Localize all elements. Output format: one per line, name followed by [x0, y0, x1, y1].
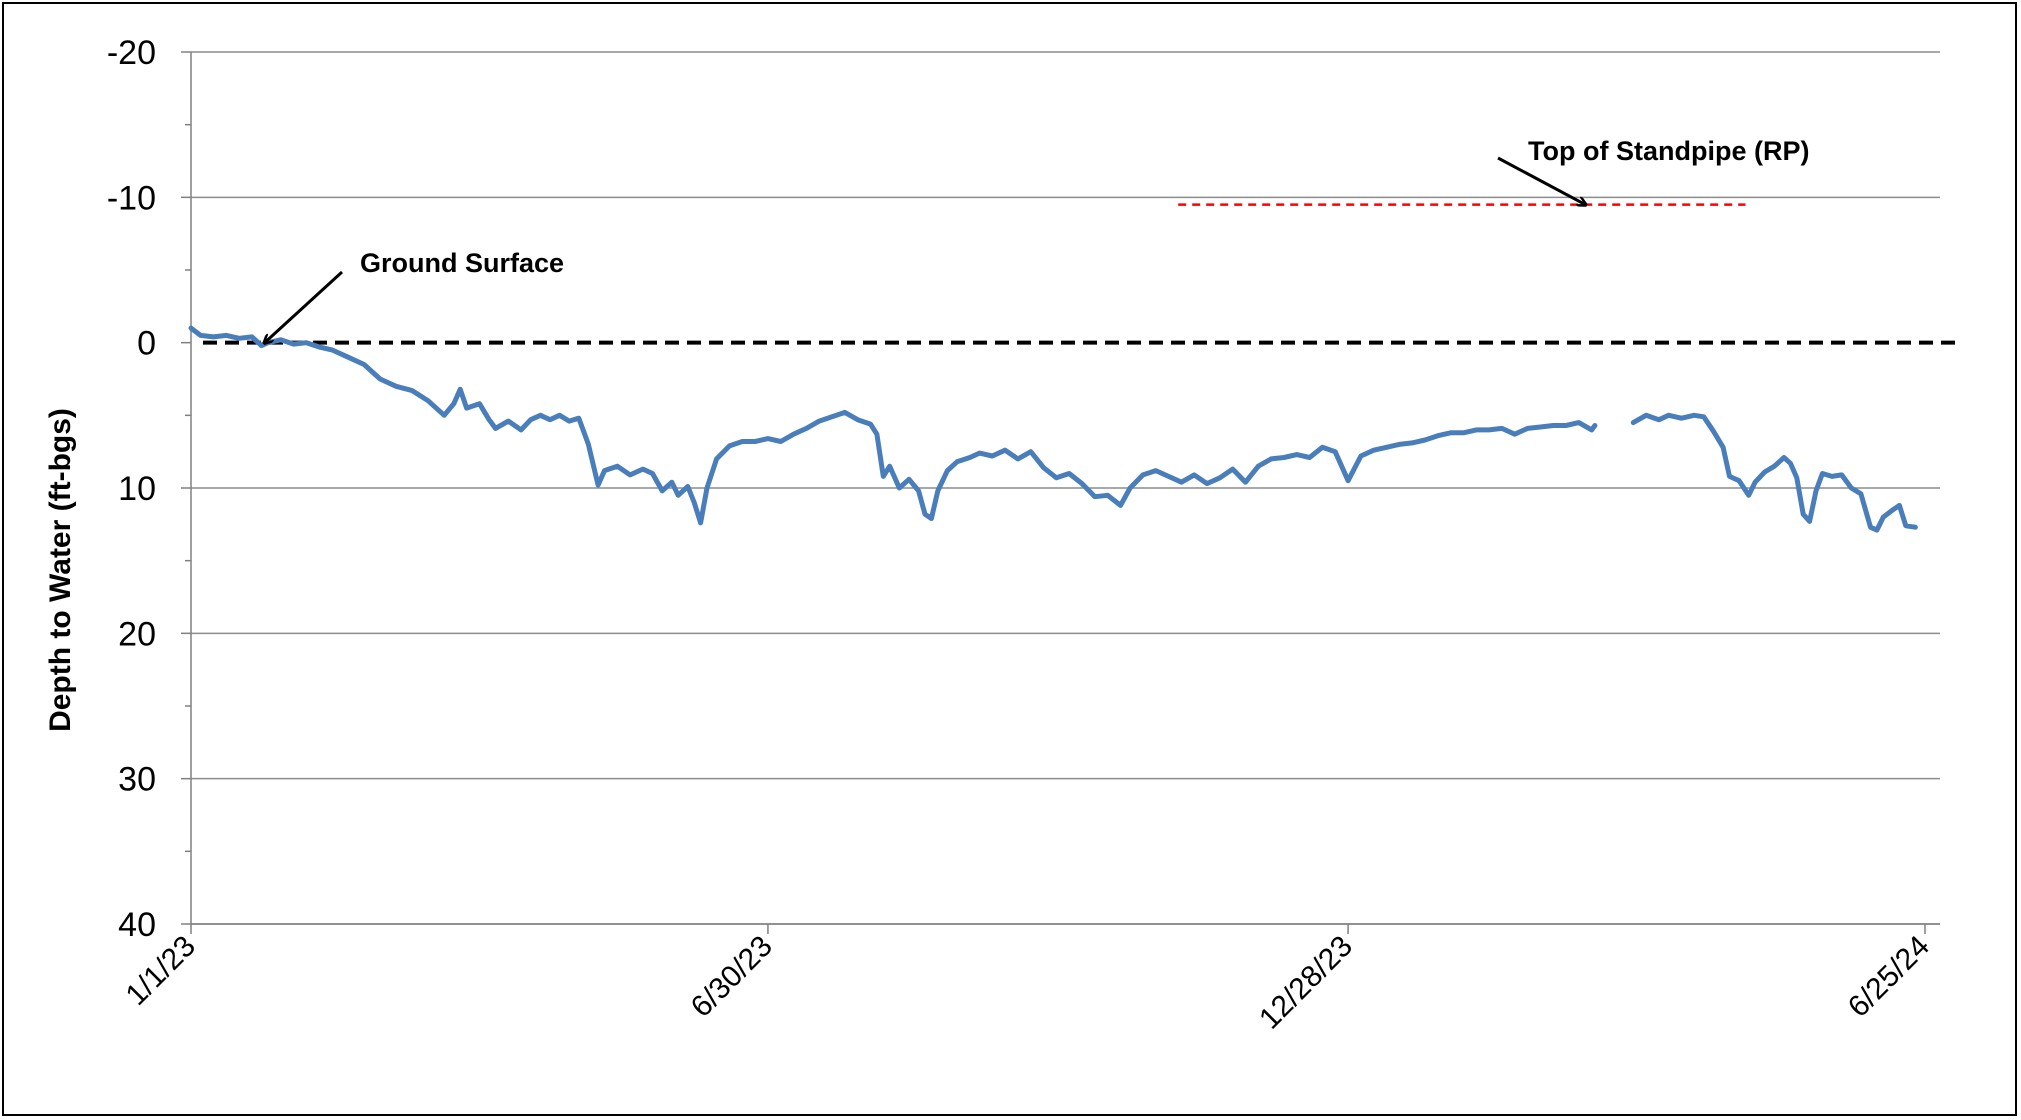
- y-tick-label: 20: [118, 615, 156, 653]
- annotation-label-ground: Ground Surface: [360, 248, 564, 278]
- x-tick-label: 6/30/23: [685, 930, 779, 1024]
- series-layer: [191, 328, 1915, 530]
- y-tick-label: 40: [118, 906, 156, 944]
- y-tick-label: 0: [137, 325, 156, 363]
- x-tick-label: 6/25/24: [1842, 930, 1936, 1024]
- y-axis-title: Depth to Water (ft-bgs): [44, 408, 77, 732]
- y-tick-label: 10: [118, 470, 156, 508]
- annotation-label-standpipe: Top of Standpipe (RP): [1528, 136, 1809, 166]
- annotation-arrow-ground: [265, 272, 342, 343]
- y-tick-label: -20: [107, 34, 156, 72]
- y-tick-label: 30: [118, 761, 156, 799]
- annotations: Ground Surface Top of Standpipe (RP): [265, 136, 1810, 343]
- x-tick-label: 12/28/23: [1253, 930, 1359, 1036]
- grid-layer: [191, 52, 1940, 924]
- y-tick-label: -10: [107, 179, 156, 217]
- series-line-segment: [191, 328, 1595, 523]
- series-line-segment: [1633, 415, 1915, 530]
